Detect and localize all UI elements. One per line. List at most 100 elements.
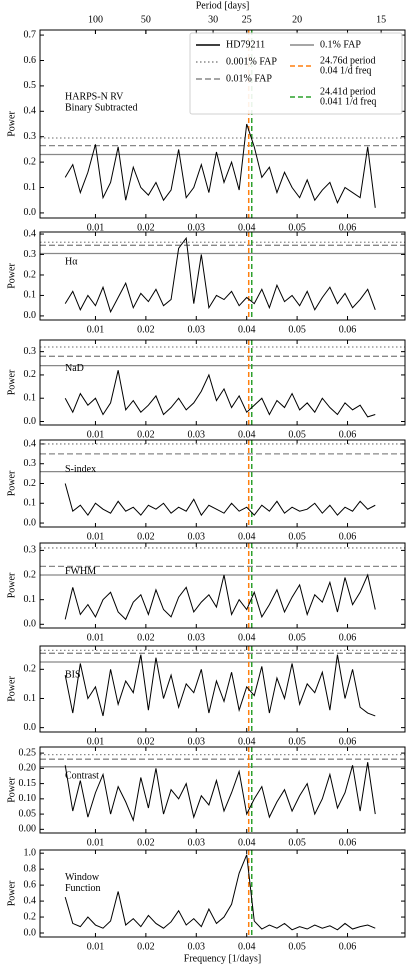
y-tick-label: 0.4 [24,895,37,906]
y-tick-label: 0.3 [24,249,37,260]
panel-label: Contrast [65,770,99,781]
x-tick-label: 0.04 [238,736,256,747]
x-tick-label: 0.05 [288,632,306,643]
plot-frame [39,542,406,629]
x-tick-label: 0.05 [288,837,306,848]
y-tick-label: 0.6 [24,55,37,66]
y-tick-label: 0.5 [24,80,37,91]
x2-tick-label: 25 [242,14,252,25]
x-tick-label: 0.05 [288,222,306,233]
y-tick-label: 0.6 [24,879,37,890]
x-tick-label: 0.03 [188,632,206,643]
x-tick-label: 0.05 [288,429,306,440]
y-tick-label: 0.3 [24,458,37,469]
x-tick-label: 0.04 [238,632,256,643]
y-tick-label: 0.10 [19,793,37,804]
panel-label: NaD [65,363,84,374]
x-tick-label: 0.05 [288,736,306,747]
y-axis-title: Power [6,369,17,395]
y-tick-label: 0.0 [24,517,37,528]
y-tick-label: 0.1 [24,182,37,193]
y-tick-label: 0.4 [24,228,37,239]
x-tick-label: 0.01 [87,736,105,747]
legend-label: 0.01% FAP [226,73,272,84]
x-tick-label: 0.02 [137,837,155,848]
panel-label: Hα [65,256,78,267]
x-axis-title: Frequency [1/days] [184,953,261,964]
x-tick-label: 0.06 [339,736,357,747]
x-tick-label: 0.04 [238,941,256,952]
x-tick-label: 0.04 [238,531,256,542]
y-tick-label: 0.0 [24,416,37,427]
legend-label: 24.41d period [320,86,376,97]
x2-tick-label: 20 [292,14,302,25]
y-tick-label: 0.0 [24,207,37,218]
plot-frame [39,849,406,938]
legend-label: 0.001% FAP [226,56,277,67]
panel-label: HARPS-N RV [65,91,124,102]
periodogram-line [64,762,376,822]
x-tick-label: 0.02 [137,324,155,335]
x-tick-label: 0.01 [87,324,105,335]
y-tick-label: 0.20 [19,763,37,774]
x-tick-label: 0.02 [137,736,155,747]
plot-frame [39,645,406,733]
x-tick-label: 0.06 [339,531,357,542]
y-tick-label: 0.0 [24,310,37,321]
periodogram-line [64,854,376,931]
x-tick-label: 0.01 [87,837,105,848]
panel-label: Function [65,883,101,894]
periodogram-line [64,236,376,314]
x-tick-label: 0.03 [188,837,206,848]
y-axis-title: Power [6,470,17,496]
x2-tick-label: 100 [88,14,103,25]
x-tick-label: 0.03 [188,531,206,542]
y-tick-label: 0.2 [24,569,37,580]
legend-box [189,32,403,115]
legend-label: 0.1% FAP [320,39,361,50]
x-tick-label: 0.02 [137,531,155,542]
x-tick-label: 0.01 [87,941,105,952]
y-tick-label: 1.0 [24,847,37,858]
panel-label: BIS [65,669,81,680]
x-tick-label: 0.04 [238,222,256,233]
x-tick-label: 0.03 [188,736,206,747]
y-tick-label: 0.1 [24,290,37,301]
y-axis-title: Power [6,572,17,598]
y-axis-title: Power [6,880,17,906]
x-tick-label: 0.06 [339,632,357,643]
x-tick-label: 0.02 [137,632,155,643]
x-tick-label: 0.06 [339,324,357,335]
plot-frame [39,231,406,321]
x-tick-label: 0.02 [137,222,155,233]
y-tick-label: 0.1 [24,693,37,704]
x-tick-label: 0.04 [238,837,256,848]
x2-tick-label: 15 [376,14,386,25]
x-tick-label: 0.06 [339,837,357,848]
x-tick-label: 0.01 [87,531,105,542]
x2-tick-label: 30 [208,14,218,25]
x-tick-label: 0.01 [87,632,105,643]
y-tick-label: 0.25 [19,747,37,758]
x-tick-label: 0.06 [339,941,357,952]
y-tick-label: 0.4 [24,438,37,449]
x-tick-label: 0.03 [188,222,206,233]
y-axis-title: Power [6,777,17,803]
legend-label: 0.04 1/d freq [320,65,371,76]
y-tick-label: 0.1 [24,498,37,509]
x-tick-label: 0.02 [137,429,155,440]
y-tick-label: 0.0 [24,927,37,938]
y-tick-label: 0.05 [19,808,37,819]
periodogram-line [64,573,376,621]
y-tick-label: 0.3 [24,545,37,556]
y-tick-label: 0.2 [24,156,37,167]
y-tick-label: 0.15 [19,778,37,789]
x-tick-label: 0.05 [288,531,306,542]
plot-frame [39,339,406,426]
y-tick-label: 0.7 [24,29,37,40]
y-tick-label: 0.3 [24,131,37,142]
y-tick-label: 0.3 [24,346,37,357]
x-tick-label: 0.04 [238,324,256,335]
panel-label: Window [65,872,100,883]
